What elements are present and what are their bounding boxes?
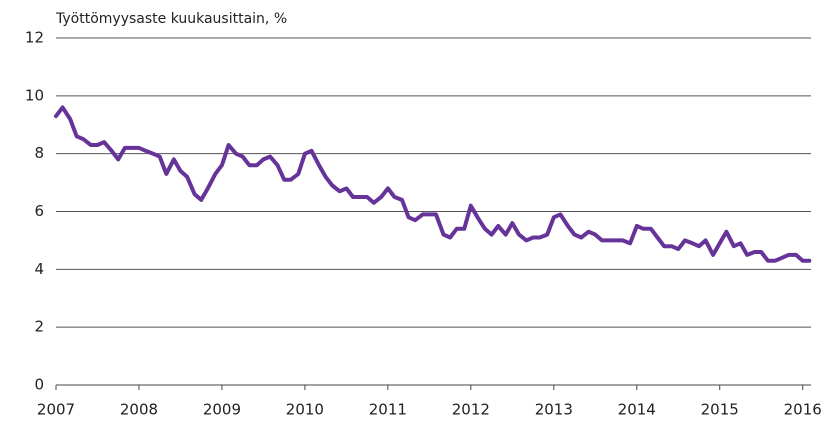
- x-tick-label: 2007: [37, 401, 75, 419]
- y-tick-label: 4: [34, 260, 44, 278]
- y-tick-label: 12: [25, 29, 44, 47]
- x-tick-label: 2016: [784, 401, 822, 419]
- x-tick-label: 2009: [203, 401, 241, 419]
- x-tick-label: 2015: [701, 401, 739, 419]
- y-tick-label: 2: [34, 318, 44, 336]
- y-tick-label: 0: [34, 376, 44, 394]
- x-tick-label: 2011: [369, 401, 407, 419]
- y-tick-label: 8: [34, 144, 44, 162]
- x-tick-label: 2008: [120, 401, 158, 419]
- x-tick-label: 2012: [452, 401, 490, 419]
- y-tick-label: 6: [34, 202, 44, 220]
- data-line: [54, 105, 812, 263]
- x-tick-label: 2013: [535, 401, 573, 419]
- x-tick-label: 2010: [286, 401, 324, 419]
- x-tick-label: 2014: [618, 401, 656, 419]
- chart-title: Työttömyysaste kuukausittain, %: [55, 11, 287, 27]
- y-tick-label: 10: [25, 86, 44, 104]
